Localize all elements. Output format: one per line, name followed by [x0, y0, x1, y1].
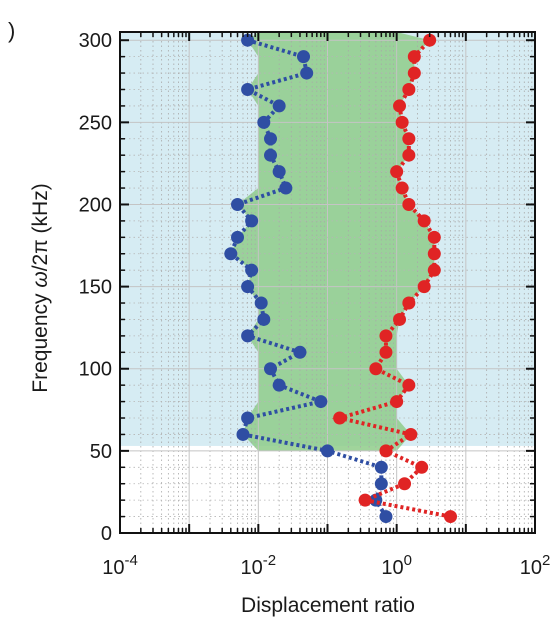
panel-label: )	[8, 18, 15, 43]
series-0-point	[279, 181, 293, 195]
series-0-point	[245, 214, 259, 228]
series-0-point	[264, 148, 278, 162]
series-1-point	[427, 263, 441, 277]
x-tick-label-base: 10	[102, 557, 124, 579]
series-line-0	[228, 38, 388, 518]
series-1-point	[402, 82, 416, 96]
series-1-point	[415, 460, 429, 474]
x-tick-label: 100	[381, 552, 412, 579]
series-1-point	[402, 148, 416, 162]
y-axis-title-symbol: ω	[29, 271, 52, 287]
y-axis-title-suffix: /2π (kHz)	[29, 183, 52, 271]
series-0-point	[224, 247, 238, 261]
series-0-point	[272, 378, 286, 392]
y-axis-title-prefix: Frequency	[29, 288, 52, 393]
series-1-point	[404, 427, 418, 441]
series-0-point	[264, 132, 278, 146]
series-0-point	[241, 33, 255, 47]
series-0-point	[374, 477, 388, 491]
series-1-point	[427, 230, 441, 244]
y-tick-label: 200	[79, 194, 112, 216]
y-tick-label: 300	[79, 30, 112, 52]
x-tick-label: 102	[520, 552, 551, 579]
x-tick-label-base: 10	[381, 557, 403, 579]
series-1-point	[417, 214, 431, 228]
series-0-point	[241, 280, 255, 294]
series-0-point	[300, 66, 314, 80]
series-1-point	[333, 411, 347, 425]
series-1-point	[402, 296, 416, 310]
series-1-point	[393, 312, 407, 326]
series-0-point	[241, 411, 255, 425]
series-0-point	[245, 263, 259, 277]
series-0-point	[297, 50, 311, 64]
series-1-point	[390, 165, 404, 179]
series-0-point	[236, 427, 250, 441]
series-0-point	[257, 312, 271, 326]
series-0-point	[241, 329, 255, 343]
series-1-point	[395, 115, 409, 129]
series-1-point	[402, 132, 416, 146]
series-0-point	[379, 510, 393, 524]
series-1-point	[369, 362, 383, 376]
y-tick-label: 150	[79, 277, 112, 299]
series-1-point	[358, 493, 372, 507]
x-tick-label-exponent: 0	[404, 552, 412, 569]
series-0-point	[231, 230, 245, 244]
series-0-point	[264, 362, 278, 376]
x-tick-label-base: 10	[241, 557, 263, 579]
series-1-point	[398, 477, 412, 491]
series-1-point	[402, 378, 416, 392]
y-tick-label: 250	[79, 112, 112, 134]
series-1-point	[407, 50, 421, 64]
series-1-point	[379, 345, 393, 359]
y-tick-label: 50	[90, 441, 112, 463]
y-tick-label: 100	[79, 359, 112, 381]
series-1-point	[427, 247, 441, 261]
x-tick-label-exponent: -4	[124, 552, 137, 569]
x-tick-label-base: 10	[520, 557, 542, 579]
x-tick-label: 10-4	[102, 552, 138, 579]
series-0-point	[374, 460, 388, 474]
series-0-point	[254, 296, 268, 310]
series-0-point	[257, 115, 271, 129]
y-tick-label: 0	[101, 523, 112, 545]
series-1-point	[379, 329, 393, 343]
series-1-point	[423, 33, 437, 47]
x-tick-label: 10-2	[241, 552, 277, 579]
series-1-point	[417, 280, 431, 294]
series-0-point	[272, 165, 286, 179]
series-1-point	[390, 395, 404, 409]
series-1-point	[402, 197, 416, 211]
series-0-point	[321, 444, 334, 458]
series-1-point	[395, 181, 409, 195]
series-1-point	[443, 510, 457, 524]
x-axis-title: Displacement ratio	[241, 594, 415, 617]
x-tick-label-exponent: -2	[263, 552, 276, 569]
series-0-point	[231, 197, 245, 211]
series-1-point	[379, 444, 393, 458]
series-0-point	[272, 99, 286, 113]
series-0-point	[314, 395, 328, 409]
series-0-point	[241, 82, 255, 96]
series-1-point	[393, 99, 407, 113]
x-tick-label-exponent: 2	[542, 552, 550, 569]
series-0-point	[293, 345, 307, 359]
series-1-point	[407, 66, 421, 80]
y-axis-title: Frequency ω/2π (kHz)	[29, 183, 52, 392]
